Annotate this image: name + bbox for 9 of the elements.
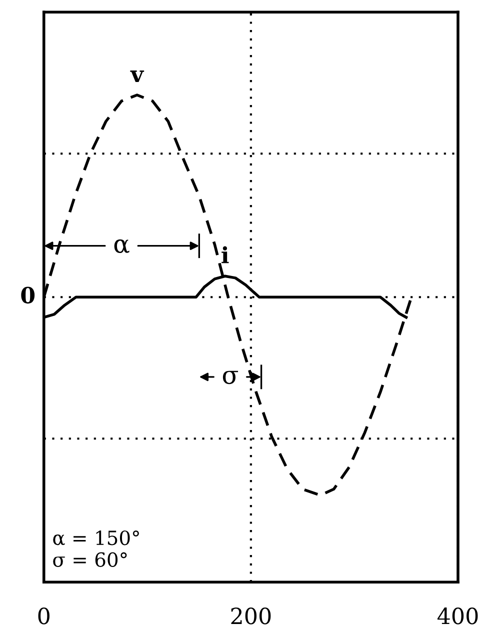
legend-label: i	[222, 246, 229, 264]
x-tick-label: 200	[231, 608, 271, 624]
text: α = 150° σ = 60°	[53, 530, 139, 567]
x-tick-label: 400	[437, 608, 478, 624]
annotation: σ	[222, 370, 238, 384]
ref-line-label: 0	[21, 286, 35, 304]
annotation: α	[114, 239, 130, 254]
series-label: v	[130, 70, 144, 82]
x-tick-label: 0	[38, 608, 50, 624]
